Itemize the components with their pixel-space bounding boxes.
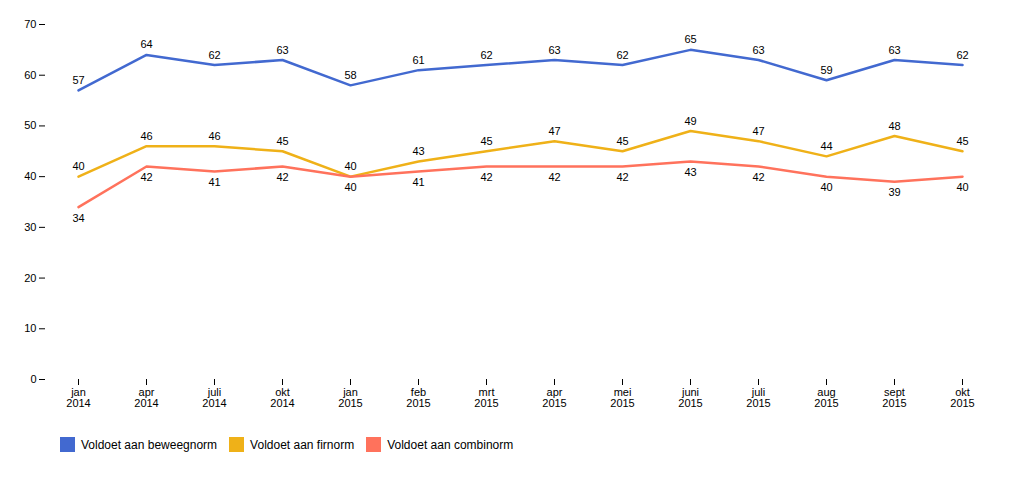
svg-text:34: 34 bbox=[72, 212, 84, 224]
svg-text:0: 0 bbox=[30, 373, 36, 385]
svg-text:62: 62 bbox=[480, 49, 492, 61]
html-text:Voldoet aan beweegnorm: Voldoet aan beweegnorm bbox=[81, 437, 218, 452]
svg-text:45: 45 bbox=[480, 135, 492, 147]
svg-text:42: 42 bbox=[480, 171, 492, 183]
html-text:Voldoet aan firnorm: Voldoet aan firnorm bbox=[250, 437, 355, 452]
svg-text:62: 62 bbox=[616, 49, 628, 61]
svg-text:45: 45 bbox=[276, 135, 288, 147]
svg-text:43: 43 bbox=[684, 166, 696, 178]
svg-text:63: 63 bbox=[752, 44, 764, 56]
svg-text:39: 39 bbox=[888, 186, 900, 198]
svg-text:40: 40 bbox=[344, 181, 356, 193]
svg-text:45: 45 bbox=[616, 135, 628, 147]
svg-text:okt2014: okt2014 bbox=[270, 386, 294, 409]
html-text:Voldoet aan combinorm: Voldoet aan combinorm bbox=[387, 437, 514, 452]
svg-text:40: 40 bbox=[24, 170, 36, 182]
svg-text:30: 30 bbox=[24, 221, 36, 233]
svg-text:40: 40 bbox=[956, 181, 968, 193]
svg-text:20: 20 bbox=[24, 272, 36, 284]
svg-text:apr2014: apr2014 bbox=[134, 386, 158, 409]
svg-text:jan2015: jan2015 bbox=[338, 386, 362, 409]
svg-text:61: 61 bbox=[412, 54, 424, 66]
svg-text:juni2015: juni2015 bbox=[678, 386, 702, 409]
svg-text:43: 43 bbox=[412, 145, 424, 157]
svg-text:40: 40 bbox=[344, 160, 356, 172]
svg-text:47: 47 bbox=[548, 125, 560, 137]
svg-text:63: 63 bbox=[548, 44, 560, 56]
svg-text:mei2015: mei2015 bbox=[610, 386, 634, 409]
svg-text:60: 60 bbox=[24, 69, 36, 81]
svg-text:41: 41 bbox=[208, 176, 220, 188]
svg-text:65: 65 bbox=[684, 33, 696, 45]
svg-text:feb2015: feb2015 bbox=[406, 386, 430, 409]
svg-text:41: 41 bbox=[412, 176, 424, 188]
svg-text:49: 49 bbox=[684, 115, 696, 127]
svg-text:62: 62 bbox=[208, 49, 220, 61]
svg-text:62: 62 bbox=[956, 49, 968, 61]
svg-text:juli2015: juli2015 bbox=[746, 386, 770, 409]
svg-text:juli2014: juli2014 bbox=[202, 386, 226, 409]
svg-text:57: 57 bbox=[72, 74, 84, 86]
svg-text:50: 50 bbox=[24, 119, 36, 131]
svg-text:42: 42 bbox=[276, 171, 288, 183]
svg-text:48: 48 bbox=[888, 120, 900, 132]
svg-text:44: 44 bbox=[820, 140, 832, 152]
svg-text:sept2015: sept2015 bbox=[882, 386, 906, 409]
svg-text:46: 46 bbox=[140, 130, 152, 142]
svg-text:45: 45 bbox=[956, 135, 968, 147]
svg-text:46: 46 bbox=[208, 130, 220, 142]
svg-text:okt2015: okt2015 bbox=[950, 386, 974, 409]
svg-text:59: 59 bbox=[820, 64, 832, 76]
svg-text:10: 10 bbox=[24, 322, 36, 334]
svg-text:63: 63 bbox=[888, 44, 900, 56]
svg-text:mrt2015: mrt2015 bbox=[474, 386, 498, 409]
svg-text:58: 58 bbox=[344, 69, 356, 81]
svg-text:42: 42 bbox=[548, 171, 560, 183]
svg-text:47: 47 bbox=[752, 125, 764, 137]
svg-text:42: 42 bbox=[752, 171, 764, 183]
svg-text:70: 70 bbox=[24, 18, 36, 30]
svg-text:40: 40 bbox=[72, 160, 84, 172]
svg-text:jan2014: jan2014 bbox=[66, 386, 90, 409]
svg-text:42: 42 bbox=[140, 171, 152, 183]
svg-text:aug2015: aug2015 bbox=[814, 386, 838, 409]
svg-text:apr2015: apr2015 bbox=[542, 386, 566, 409]
svg-text:42: 42 bbox=[616, 171, 628, 183]
svg-text:64: 64 bbox=[140, 38, 152, 50]
svg-text:40: 40 bbox=[820, 181, 832, 193]
svg-text:63: 63 bbox=[276, 44, 288, 56]
